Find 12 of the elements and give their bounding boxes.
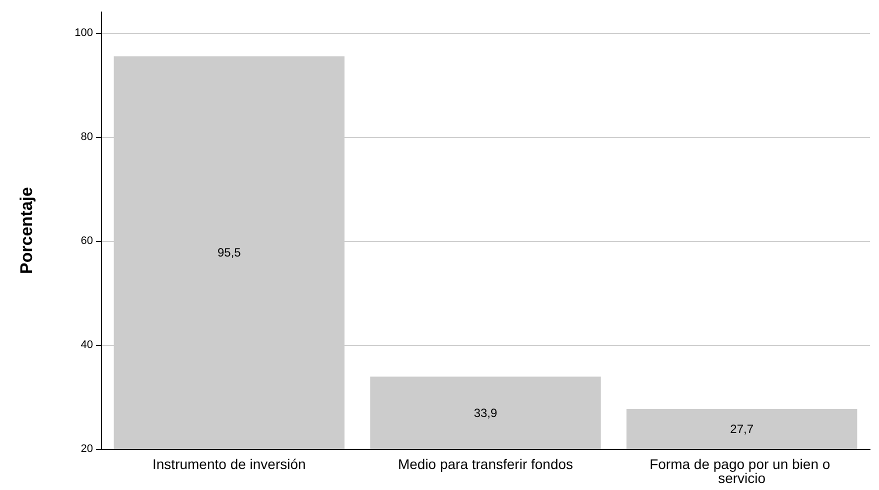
y-tick-label: 20 [80, 443, 93, 455]
x-tick-label: Medio para transferir fondos [398, 456, 574, 472]
y-tick-label: 80 [80, 130, 93, 143]
y-tick-label: 100 [74, 26, 93, 39]
y-axis-title: Porcentaje [17, 187, 36, 274]
x-tick-label: Forma de pago por un bien o servicio [650, 456, 834, 486]
data-label: 33,9 [474, 406, 498, 420]
data-label: 95,5 [217, 246, 242, 260]
data-label: 27,7 [730, 422, 754, 436]
x-tick-label: Instrumento de inversión [152, 456, 306, 472]
y-tick-label: 40 [80, 338, 93, 351]
y-tick-label: 60 [80, 234, 93, 247]
